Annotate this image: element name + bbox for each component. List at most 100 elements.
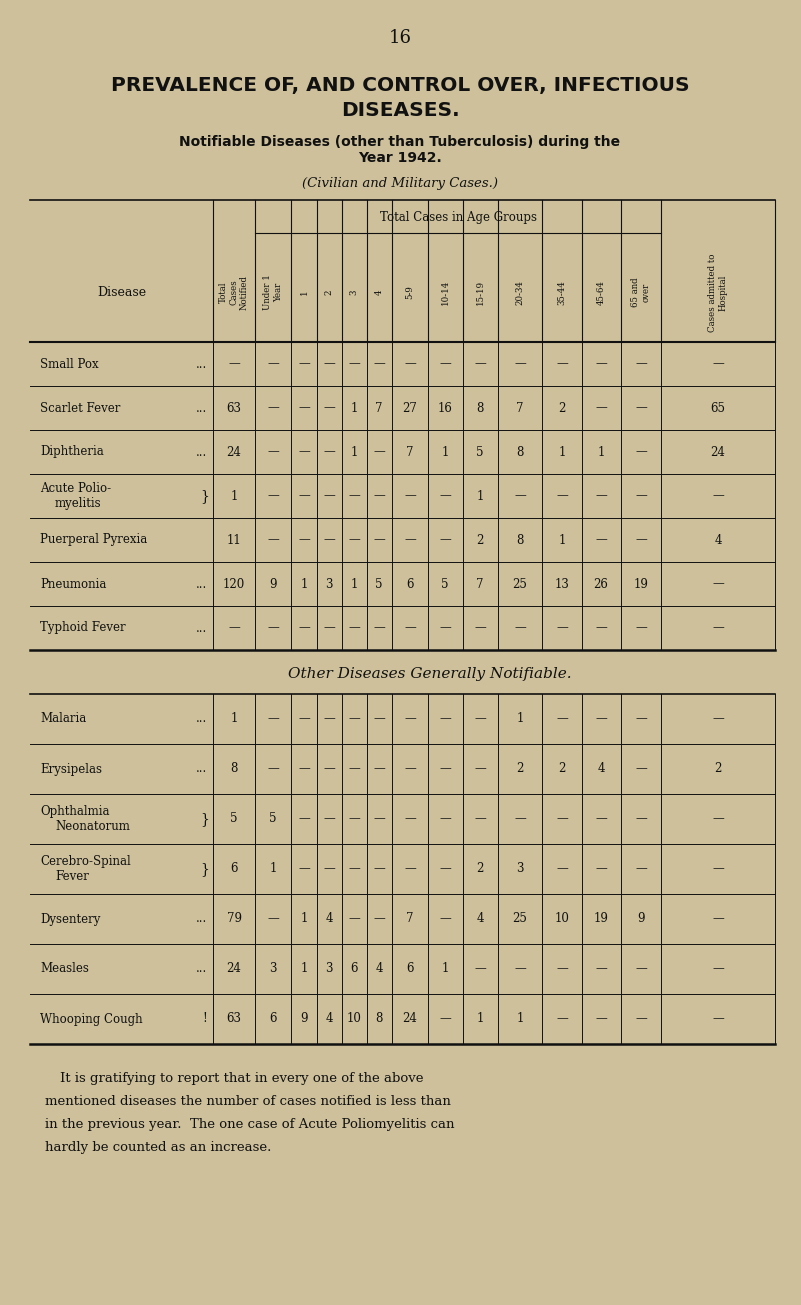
Text: 2: 2	[517, 762, 524, 775]
Text: 20-34: 20-34	[516, 281, 525, 305]
Text: —: —	[348, 713, 360, 726]
Text: —: —	[298, 621, 310, 634]
Text: }: }	[200, 812, 209, 826]
Text: —: —	[267, 445, 279, 458]
Text: 4: 4	[375, 290, 384, 295]
Text: 25: 25	[513, 912, 527, 925]
Text: Disease: Disease	[97, 286, 146, 299]
Text: —: —	[373, 813, 384, 826]
Text: —: —	[595, 402, 607, 415]
Text: —: —	[514, 813, 526, 826]
Text: 24: 24	[227, 445, 241, 458]
Text: —: —	[405, 813, 416, 826]
Text: !: !	[202, 1013, 207, 1026]
Text: Other Diseases Generally Notifiable.: Other Diseases Generally Notifiable.	[288, 667, 572, 681]
Text: Whooping Cough: Whooping Cough	[40, 1013, 143, 1026]
Text: 3: 3	[269, 963, 277, 976]
Text: mentioned diseases the number of cases notified is less than: mentioned diseases the number of cases n…	[45, 1095, 451, 1108]
Text: —: —	[348, 621, 360, 634]
Text: —: —	[514, 489, 526, 502]
Text: —: —	[556, 813, 568, 826]
Text: 3: 3	[349, 290, 359, 295]
Text: 3: 3	[325, 963, 332, 976]
Text: —: —	[405, 489, 416, 502]
Text: —: —	[514, 621, 526, 634]
Text: 1: 1	[300, 963, 308, 976]
Text: —: —	[712, 713, 724, 726]
Text: —: —	[635, 1013, 647, 1026]
Text: —: —	[323, 813, 335, 826]
Text: —: —	[323, 534, 335, 547]
Text: 1: 1	[300, 912, 308, 925]
Text: —: —	[595, 863, 607, 876]
Text: Puerperal Pyrexia: Puerperal Pyrexia	[40, 534, 147, 547]
Text: —: —	[267, 713, 279, 726]
Text: 6: 6	[230, 863, 238, 876]
Text: 2: 2	[558, 762, 566, 775]
Text: —: —	[595, 713, 607, 726]
Text: —: —	[712, 578, 724, 590]
Text: —: —	[595, 1013, 607, 1026]
Text: 7: 7	[477, 578, 484, 590]
Text: —: —	[439, 358, 451, 371]
Text: 1: 1	[558, 445, 566, 458]
Text: —: —	[635, 534, 647, 547]
Text: —: —	[712, 358, 724, 371]
Text: Scarlet Fever: Scarlet Fever	[40, 402, 120, 415]
Text: —: —	[514, 358, 526, 371]
Text: Erysipelas: Erysipelas	[40, 762, 102, 775]
Text: —: —	[439, 1013, 451, 1026]
Text: 5: 5	[441, 578, 449, 590]
Text: —: —	[556, 358, 568, 371]
Text: —: —	[595, 489, 607, 502]
Text: PREVALENCE OF, AND CONTROL OVER, INFECTIOUS: PREVALENCE OF, AND CONTROL OVER, INFECTI…	[111, 76, 690, 94]
Text: 4: 4	[598, 762, 605, 775]
Text: —: —	[298, 813, 310, 826]
Text: —: —	[439, 863, 451, 876]
Text: 25: 25	[513, 578, 527, 590]
Text: —: —	[556, 863, 568, 876]
Text: 9: 9	[638, 912, 645, 925]
Text: —: —	[373, 713, 384, 726]
Text: —: —	[474, 963, 486, 976]
Text: —: —	[712, 1013, 724, 1026]
Text: —: —	[323, 489, 335, 502]
Text: 2: 2	[324, 290, 333, 295]
Text: 2: 2	[558, 402, 566, 415]
Text: 1: 1	[300, 290, 308, 295]
Text: 1: 1	[350, 578, 358, 590]
Text: —: —	[439, 912, 451, 925]
Text: 1: 1	[598, 445, 605, 458]
Text: 16: 16	[388, 29, 412, 47]
Text: —: —	[712, 963, 724, 976]
Text: —: —	[556, 621, 568, 634]
Text: —: —	[556, 489, 568, 502]
Text: Neonatorum: Neonatorum	[55, 821, 130, 834]
Text: 7: 7	[375, 402, 383, 415]
Text: 6: 6	[350, 963, 358, 976]
Text: 16: 16	[437, 402, 453, 415]
Text: hardly be counted as an increase.: hardly be counted as an increase.	[45, 1141, 272, 1154]
Text: —: —	[348, 813, 360, 826]
Text: 7: 7	[406, 445, 414, 458]
Text: —: —	[556, 963, 568, 976]
Text: 4: 4	[325, 1013, 332, 1026]
Text: —: —	[595, 534, 607, 547]
Text: 10-14: 10-14	[441, 279, 449, 305]
Text: 8: 8	[477, 402, 484, 415]
Text: Under 1
Year: Under 1 Year	[264, 274, 283, 311]
Text: —: —	[439, 762, 451, 775]
Text: 7: 7	[406, 912, 414, 925]
Text: —: —	[267, 402, 279, 415]
Text: 27: 27	[403, 402, 417, 415]
Text: —: —	[405, 358, 416, 371]
Text: —: —	[267, 621, 279, 634]
Text: in the previous year.  The one case of Acute Poliomyelitis can: in the previous year. The one case of Ac…	[45, 1118, 454, 1131]
Text: 6: 6	[269, 1013, 277, 1026]
Text: —: —	[267, 534, 279, 547]
Text: 1: 1	[517, 1013, 524, 1026]
Text: —: —	[267, 489, 279, 502]
Text: —: —	[514, 963, 526, 976]
Text: 1: 1	[231, 489, 238, 502]
Text: —: —	[298, 713, 310, 726]
